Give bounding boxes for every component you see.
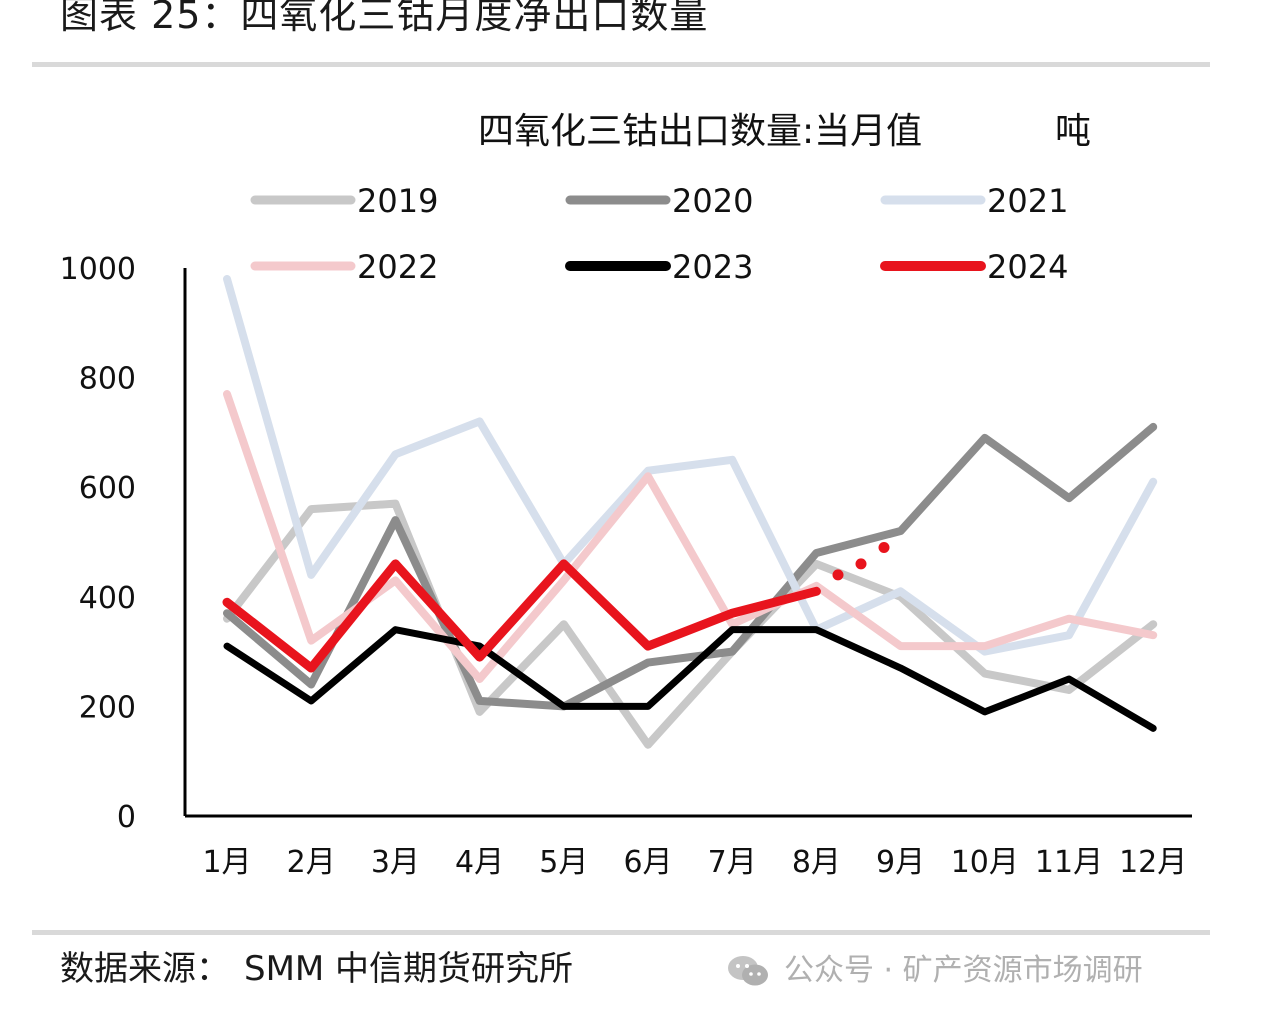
chart-axes: 0 200 400 600 800 1000 1月 2月 3月 4月 5月 6月 7月 8月 9月 10月 11… <box>60 252 1192 880</box>
legend-label-2019: 2019 <box>357 182 438 220</box>
y-tick-label: 800 <box>79 362 136 397</box>
y-tick-label: 200 <box>79 690 136 725</box>
bottom-divider <box>32 930 1210 935</box>
chart-title: 四氧化三钴出口数量:当月值 <box>478 111 922 152</box>
watermark-text: 公众号 · 矿产资源市场调研 <box>784 953 1143 988</box>
y-tick-label: 400 <box>79 581 136 616</box>
legend-label-2022: 2022 <box>357 248 438 286</box>
x-tick-label: 10月 <box>951 845 1019 880</box>
legend-label-2024: 2024 <box>987 248 1068 286</box>
x-tick-label: 7月 <box>708 845 757 880</box>
x-tick-label: 6月 <box>623 845 672 880</box>
legend-label-2021: 2021 <box>987 182 1068 220</box>
x-tick-label: 2月 <box>287 845 336 880</box>
x-tick-label: 5月 <box>539 845 588 880</box>
series-2024-projection-dot <box>855 558 867 570</box>
source-label: 数据来源： <box>60 949 230 989</box>
x-tick-label: 4月 <box>455 845 504 880</box>
chart-plot-area <box>222 274 1158 749</box>
y-tick-label: 0 <box>117 800 136 835</box>
series-line-2019 <box>223 499 1158 749</box>
x-tick-label: 12月 <box>1119 845 1187 880</box>
x-tick-label: 1月 <box>202 845 251 880</box>
x-tick-label: 3月 <box>371 845 420 880</box>
figure-title: 图表 25：四氧化三钴月度净出口数量 <box>60 0 709 37</box>
series-line-2020 <box>223 422 1158 711</box>
x-tick-label: 11月 <box>1035 845 1103 880</box>
y-tick-label: 600 <box>79 471 136 506</box>
watermark: 公众号 · 矿产资源市场调研 <box>726 950 1143 992</box>
series-2024-projection-dot <box>878 541 890 553</box>
chart-legend: 2019 2020 2021 2022 2023 2024 <box>250 182 1068 286</box>
source-name: SMM 中信期货研究所 <box>244 949 574 989</box>
series-2024-projection-dot <box>832 569 844 581</box>
line-chart: 四氧化三钴出口数量:当月值 吨 2019 2020 2021 2022 2023 2024… <box>60 111 1192 880</box>
series-line-2022 <box>223 390 1158 683</box>
y-tick-label: 1000 <box>60 252 136 287</box>
x-tick-label: 9月 <box>876 845 925 880</box>
chart-unit: 吨 <box>1055 111 1091 152</box>
x-tick-label: 8月 <box>792 845 841 880</box>
legend-label-2020: 2020 <box>672 182 753 220</box>
wechat-icon <box>728 956 768 986</box>
top-divider <box>32 62 1210 67</box>
source-note: 数据来源： SMM 中信期货研究所 <box>60 945 573 993</box>
legend-label-2023: 2023 <box>672 248 753 286</box>
series-line-2023 <box>223 626 1157 732</box>
series-line-2021 <box>223 274 1158 656</box>
series-line-2024 <box>222 559 821 673</box>
